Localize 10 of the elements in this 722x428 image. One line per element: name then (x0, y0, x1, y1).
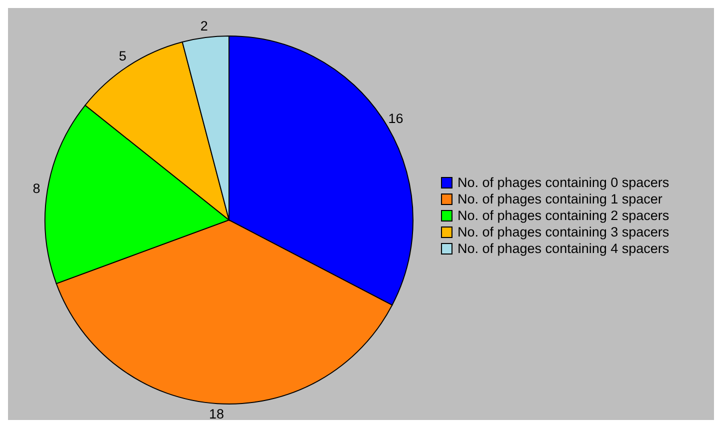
legend-label: No. of phages containing 3 spacers (458, 224, 670, 240)
legend-label: No. of phages containing 4 spacers (458, 240, 670, 256)
legend-label: No. of phages containing 2 spacers (458, 208, 670, 223)
data-label: 5 (118, 48, 126, 64)
data-label: 8 (32, 180, 40, 196)
data-label: 2 (200, 18, 208, 34)
legend-label: No. of phages containing 0 spacers (458, 174, 670, 190)
data-label: 16 (388, 110, 404, 126)
legend-label: No. of phages containing 1 spacer (458, 191, 663, 206)
data-label: 18 (208, 406, 224, 422)
